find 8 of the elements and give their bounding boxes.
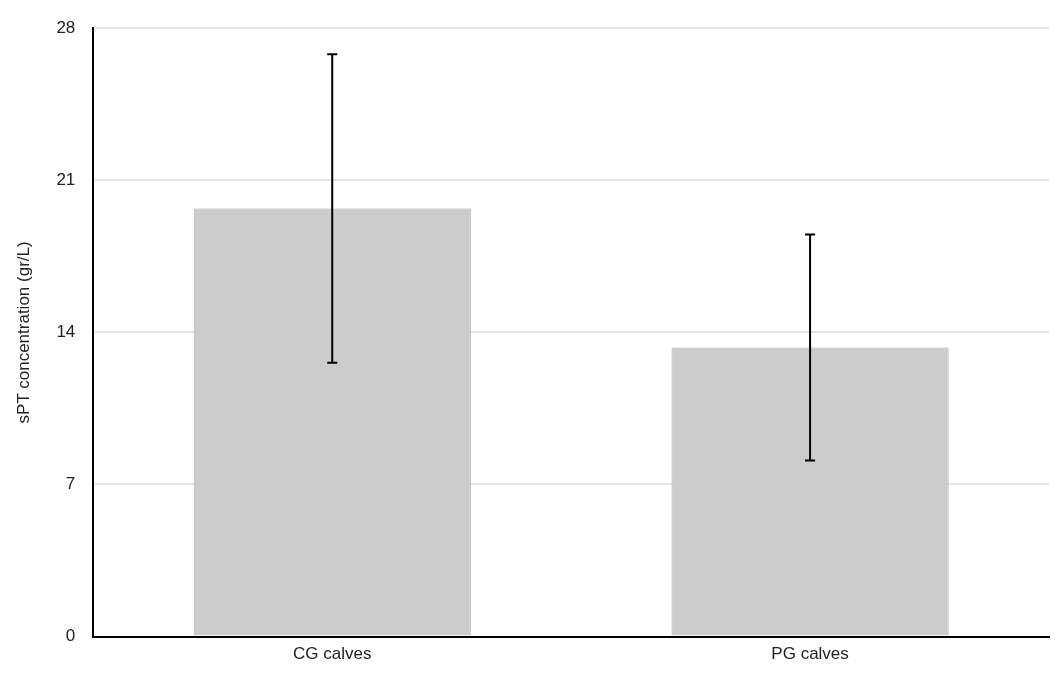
y-tick-label: 28	[56, 17, 76, 37]
x-tick-label: CG calves	[293, 644, 372, 664]
y-tick-label: 7	[65, 474, 76, 494]
y-tick-label: 21	[56, 169, 76, 189]
y-tick-label: 14	[56, 322, 76, 342]
x-tick-label: PG calves	[771, 644, 849, 664]
y-axis-title: sPT concentration (gr/L)	[13, 241, 33, 424]
y-tick-label: 0	[65, 626, 76, 646]
